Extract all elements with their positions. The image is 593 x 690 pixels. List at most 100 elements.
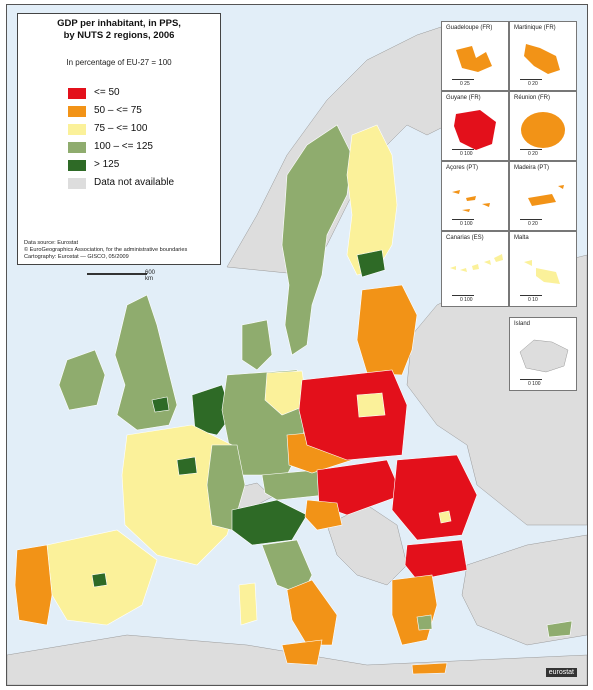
inset-scale-bar-malta [520,295,542,296]
sardinia-region [238,582,258,626]
paris-region [176,456,198,476]
map-frame: GDP per inhabitant, in PPS, by NUTS 2 re… [6,4,588,686]
inset-scale-bar-madeira [520,219,542,220]
inset-scale-bar-acores [452,219,474,220]
portugal-regions [14,544,53,626]
inset-label-malta: Malta [514,235,529,241]
inset-island: Island 0 100 [509,317,577,391]
legend-label-50-75: 50 – <= 75 [94,105,142,116]
source-line2: © EuroGeographics Association, for the a… [24,247,188,253]
inset-shape-canarias [450,254,503,272]
inset-guadeloupe: Guadeloupe (FR) 0 25 [441,21,509,91]
europe-map [7,24,587,685]
inset-guyane: Guyane (FR) 0 100 [441,91,509,161]
inset-shape-guadeloupe [456,46,492,72]
inset-malta: Malta 0 10 [509,231,577,307]
legend-title-line1: GDP per inhabitant, in PPS, [57,18,181,29]
slovakia-hungary-regions [316,459,403,516]
inset-acores: Açores (PT) 0 100 [441,161,509,231]
germany-north-east [264,370,308,416]
legend-swatch-100-125 [68,142,86,153]
inset-label-canarias: Canarias (ES) [446,235,484,241]
inset-shape-martinique [524,44,560,74]
inset-scale-canarias: 0 100 [460,297,473,303]
inset-scale-madeira: 0 20 [528,221,538,227]
inset-scale-island: 0 100 [528,381,541,387]
baltics-regions [356,284,418,376]
inset-shape-island [519,339,569,373]
inset-scale-bar-canarias [452,295,474,296]
sicily-region [281,639,323,666]
inset-canarias: Canarias (ES) 0 100 [441,231,509,307]
legend-swatch-gt125 [68,160,86,171]
inset-label-reunion: Réunion (FR) [514,95,551,101]
legend-label-gt125: > 125 [94,159,120,170]
sweden-regions [281,124,353,356]
inset-scale-bar-guyane [452,149,474,150]
eurostat-logo: eurostat [545,668,577,677]
cyprus-region [546,620,573,638]
denmark-regions [241,319,273,371]
balkans-nonEU-land [326,504,408,586]
inset-shape-malta [524,260,560,284]
bucharest-region [438,510,452,524]
legend-label-75-100: 75 – <= 100 [94,123,148,134]
inset-scale-guadeloupe: 0 25 [460,81,470,87]
legend-swatch-na [68,178,86,189]
turkey-land [461,534,587,646]
inset-scale-bar-guadeloupe [452,79,474,80]
legend-label-na: Data not available [94,177,175,188]
main-scale-bar: 600 km [87,270,155,282]
helsinki-region [356,249,386,278]
scale-bar-label: 600 km [145,270,156,282]
london-region [151,396,170,413]
inset-label-guadeloupe: Guadeloupe (FR) [446,25,493,31]
ireland-regions [58,349,106,411]
source-line1: Data source: Eurostat [24,240,79,246]
inset-scale-guyane: 0 100 [460,151,473,157]
inset-shape-reunion [521,112,565,148]
great-britain-regions [114,294,178,431]
legend-swatch-75-100 [68,124,86,135]
bulgaria-regions [404,539,468,581]
inset-scale-bar-island [520,379,542,380]
legend-title: GDP per inhabitant, in PPS, by NUTS 2 re… [24,18,214,42]
inset-label-island: Island [514,321,531,327]
romania-regions [391,454,478,541]
legend-label-le50: <= 50 [94,87,120,98]
benelux-regions [191,384,233,436]
inset-scale-malta: 0 10 [528,297,538,303]
inset-label-martinique: Martinique (FR) [514,25,556,31]
inset-scale-reunion: 0 20 [528,151,538,157]
inset-label-acores: Açores (PT) [446,165,479,171]
austria-regions [261,469,326,501]
poland-regions [298,369,408,461]
legend-label-100-125: 100 – <= 125 [94,141,153,152]
inset-scale-bar-reunion [520,149,542,150]
inset-label-madeira: Madeira (PT) [514,165,550,171]
italy-north-regions [231,499,308,546]
source-note: Data source: Eurostat © EuroGeographics … [24,240,187,261]
greece-regions [391,574,438,646]
inset-shape-acores [452,190,490,212]
source-line3: Cartography: Eurostat — GISCO, 05/2009 [24,254,129,260]
inset-scale-bar-martinique [520,79,542,80]
inset-shape-madeira [528,185,564,206]
slovenia-croatia-region [304,499,343,531]
inset-scale-martinique: 0 20 [528,81,538,87]
inset-shape-guyane [454,110,496,150]
inset-scale-acores: 0 100 [460,221,473,227]
inset-martinique: Martinique (FR) 0 20 [509,21,577,91]
legend-swatch-50-75 [68,106,86,117]
crete-region [411,662,448,675]
legend-subtitle: In percentage of EU-27 = 100 [66,58,172,67]
italy-south-regions [286,579,338,646]
inset-madeira: Madeira (PT) 0 20 [509,161,577,231]
athens-region [416,614,433,631]
inset-reunion: Réunion (FR) 0 20 [509,91,577,161]
inset-label-guyane: Guyane (FR) [446,95,481,101]
madrid-region [91,572,108,588]
scale-bar-line [87,273,147,275]
legend-swatch-le50 [68,88,86,99]
legend-panel: GDP per inhabitant, in PPS, by NUTS 2 re… [17,13,221,265]
